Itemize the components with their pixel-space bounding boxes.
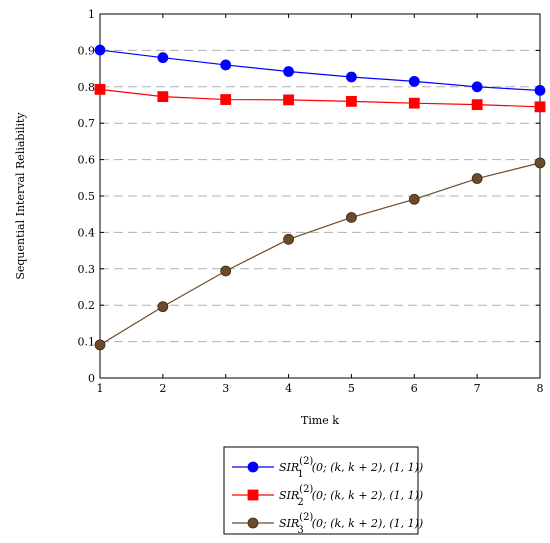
grid-lines [100,49,540,343]
legend-marker [247,489,259,501]
data-point [94,83,106,95]
y-tick-label: 0.3 [78,263,96,276]
series-group [94,44,546,351]
data-point [94,44,106,56]
data-point [220,265,232,277]
x-tick-label: 2 [159,382,166,395]
y-tick-label: 0.7 [78,117,96,130]
x-tick-label: 6 [411,382,418,395]
data-point [346,212,357,223]
y-tick-label: 0.2 [78,299,96,312]
data-point [283,233,294,245]
x-tick-label: 4 [285,382,292,395]
plot-frame [99,13,541,379]
y-tick-label: 0.9 [78,44,96,57]
series-2 [94,83,546,113]
series-line [99,49,541,92]
y-tick-label: 0.8 [78,81,96,94]
data-point [408,97,420,109]
y-tick-label: 1 [88,8,95,21]
data-point [471,81,483,93]
y-axis-label: Sequential Interval Reliability [14,112,27,280]
data-point [471,99,483,111]
y-tick-label: 0.6 [78,154,96,167]
data-point [534,157,546,169]
data-point [220,59,232,71]
data-point [157,52,169,64]
x-tick-label: 5 [348,382,355,395]
x-axis-label: Time k [301,414,339,427]
series-line [99,88,541,108]
series-3 [94,157,546,351]
data-point [346,71,357,83]
x-tick-label: 8 [537,382,544,395]
legend-entry: SIR(2) 1(0; (k, k + 2), (1, 1)) [279,456,423,480]
data-point [94,339,106,351]
y-tick-label: 0.5 [78,190,96,203]
data-point [157,301,169,313]
y-axis-ticks: 0 0.1 0.2 0.3 0.4 0.5 0.6 0.7 0.8 0.9 1 [78,8,540,385]
data-point [408,193,420,205]
x-tick-label: 7 [474,382,481,395]
data-point [283,66,294,77]
legend-marker [247,461,259,473]
data-point [346,95,357,107]
y-tick-label: 0 [88,372,95,385]
data-point [283,94,294,106]
y-tick-label: 0.1 [78,336,96,349]
series-1 [94,44,546,96]
data-point [534,101,546,113]
x-axis-ticks: 1 2 3 4 5 6 7 8 [97,14,544,395]
legend: SIR(2) 1(0; (k, k + 2), (1, 1)) SIR(2) 2(0;… [223,446,423,536]
legend-marker [247,517,259,529]
data-point [471,173,483,184]
x-tick-label: 1 [97,382,104,395]
data-point [408,75,420,87]
data-point [220,94,232,105]
y-tick-label: 0.4 [78,226,96,239]
legend-entry: SIR(2) 3(0; (k, k + 2), (1, 1)) [279,512,423,536]
series-line [99,162,541,346]
legend-entry: SIR(2) 2(0; (k, k + 2), (1, 1)) [279,484,423,508]
data-point [534,85,546,96]
data-point [157,91,169,103]
x-tick-label: 3 [222,382,229,395]
